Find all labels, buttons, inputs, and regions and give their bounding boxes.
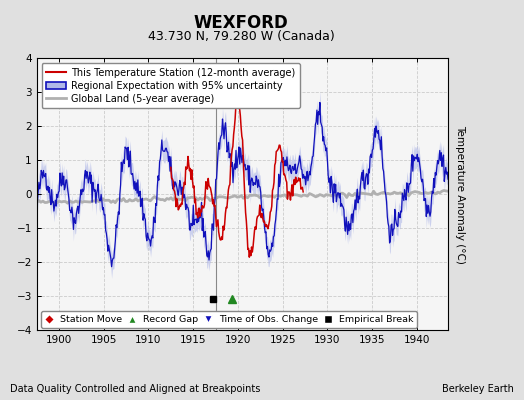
Legend: Station Move, Record Gap, Time of Obs. Change, Empirical Break: Station Move, Record Gap, Time of Obs. C… [41, 312, 417, 328]
Text: Berkeley Earth: Berkeley Earth [442, 384, 514, 394]
Text: 43.730 N, 79.280 W (Canada): 43.730 N, 79.280 W (Canada) [148, 30, 334, 43]
Text: WEXFORD: WEXFORD [194, 14, 288, 32]
Y-axis label: Temperature Anomaly (°C): Temperature Anomaly (°C) [455, 124, 465, 264]
Text: Data Quality Controlled and Aligned at Breakpoints: Data Quality Controlled and Aligned at B… [10, 384, 261, 394]
